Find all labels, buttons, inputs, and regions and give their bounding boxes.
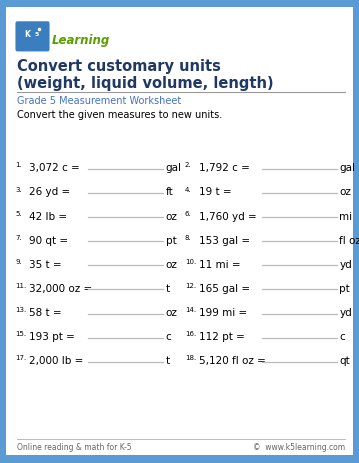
Text: 26 yd =: 26 yd =: [29, 187, 71, 197]
Text: 58 t =: 58 t =: [29, 307, 62, 318]
Text: 11.: 11.: [15, 282, 27, 288]
Text: 10.: 10.: [185, 258, 196, 264]
Text: pt: pt: [166, 235, 177, 245]
Text: 7.: 7.: [15, 234, 22, 240]
Text: t: t: [166, 356, 170, 366]
Text: 1.: 1.: [15, 162, 22, 168]
Text: 16.: 16.: [185, 331, 196, 337]
Text: K: K: [24, 30, 30, 39]
Text: Learning: Learning: [51, 34, 109, 47]
Text: gal: gal: [166, 163, 182, 173]
Text: 14.: 14.: [185, 307, 196, 313]
Text: 90 qt =: 90 qt =: [29, 235, 69, 245]
Text: yd: yd: [339, 259, 352, 269]
Text: 4.: 4.: [185, 186, 191, 192]
Text: pt: pt: [339, 283, 350, 294]
Text: Online reading & math for K-5: Online reading & math for K-5: [17, 442, 132, 450]
Text: 17.: 17.: [15, 355, 27, 361]
Text: c: c: [339, 332, 345, 342]
Text: oz: oz: [339, 187, 351, 197]
Text: 1,792 c =: 1,792 c =: [199, 163, 250, 173]
Text: 42 lb =: 42 lb =: [29, 211, 67, 221]
Text: Convert customary units: Convert customary units: [17, 59, 221, 74]
Text: 2.: 2.: [185, 162, 191, 168]
Text: 3,072 c =: 3,072 c =: [29, 163, 80, 173]
Text: 1,760 yd =: 1,760 yd =: [199, 211, 257, 221]
Text: 11 mi =: 11 mi =: [199, 259, 241, 269]
Text: 6.: 6.: [185, 210, 192, 216]
Text: c: c: [166, 332, 172, 342]
Text: mi: mi: [339, 211, 353, 221]
Text: t: t: [166, 283, 170, 294]
Text: 5.: 5.: [15, 210, 22, 216]
Text: 15.: 15.: [15, 331, 27, 337]
Text: 12.: 12.: [185, 282, 196, 288]
Text: 165 gal =: 165 gal =: [199, 283, 250, 294]
Text: 5: 5: [34, 32, 39, 37]
Text: 32,000 oz =: 32,000 oz =: [29, 283, 93, 294]
Text: 19 t =: 19 t =: [199, 187, 232, 197]
Text: yd: yd: [339, 307, 352, 318]
Text: ©  www.k5learning.com: © www.k5learning.com: [253, 442, 345, 450]
Text: 18.: 18.: [185, 355, 196, 361]
Text: 153 gal =: 153 gal =: [199, 235, 250, 245]
Text: ft: ft: [166, 187, 174, 197]
Text: 199 mi =: 199 mi =: [199, 307, 247, 318]
Text: Convert the given measures to new units.: Convert the given measures to new units.: [17, 110, 223, 120]
Text: 193 pt =: 193 pt =: [29, 332, 75, 342]
Text: 112 pt =: 112 pt =: [199, 332, 245, 342]
Text: oz: oz: [166, 307, 178, 318]
Text: 3.: 3.: [15, 186, 22, 192]
Text: 5,120 fl oz =: 5,120 fl oz =: [199, 356, 266, 366]
Text: Grade 5 Measurement Worksheet: Grade 5 Measurement Worksheet: [17, 96, 182, 106]
Text: 8.: 8.: [185, 234, 192, 240]
Text: 9.: 9.: [15, 258, 22, 264]
Text: oz: oz: [166, 259, 178, 269]
FancyBboxPatch shape: [15, 22, 50, 52]
Text: gal: gal: [339, 163, 355, 173]
Text: fl oz: fl oz: [339, 235, 359, 245]
Text: (weight, liquid volume, length): (weight, liquid volume, length): [17, 76, 274, 91]
Text: 13.: 13.: [15, 307, 27, 313]
Text: 35 t =: 35 t =: [29, 259, 62, 269]
Text: qt: qt: [339, 356, 350, 366]
Text: 2,000 lb =: 2,000 lb =: [29, 356, 84, 366]
Text: oz: oz: [166, 211, 178, 221]
